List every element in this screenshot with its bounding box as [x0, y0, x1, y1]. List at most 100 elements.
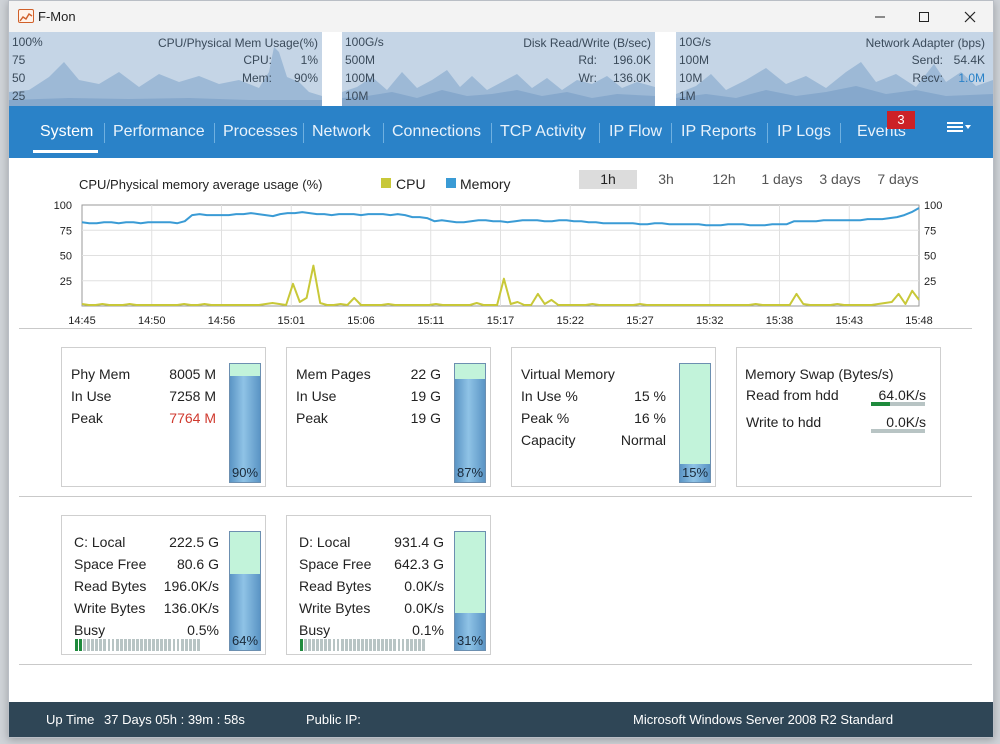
disk-wr-value: 136.0K: [612, 71, 651, 85]
busy-meter-segment: [83, 639, 86, 651]
status-bar: Up Time 37 Days 05h : 39m : 58s Public I…: [9, 702, 993, 737]
network-recv-label: Recv:: [912, 71, 943, 85]
busy-meter-segment: [312, 639, 316, 651]
events-count-badge: 3: [887, 111, 915, 129]
tab-ip-logs[interactable]: IP Logs: [777, 123, 831, 140]
mini-chart-network[interactable]: 10G/s 100M 10M 1M Network Adapter (bps) …: [676, 32, 993, 106]
tile-row-label: Space Free: [299, 556, 372, 572]
chart-x-tick-label: 15:17: [487, 315, 515, 326]
busy-meter-segment: [377, 639, 381, 651]
busy-meter-segment: [196, 639, 200, 651]
busy-meter-segment: [119, 639, 123, 651]
chart-x-tick-label: 15:32: [696, 315, 724, 326]
swap-read-value: 64.0K/s: [878, 387, 926, 403]
usage-line-chart: 14:45 14:50 14:56 15:01 15:06 15:11 15:17 15:22…: [54, 200, 943, 326]
tab-connections[interactable]: Connections: [392, 123, 481, 140]
busy-meter-segment: [111, 639, 115, 651]
drive-c-busy-meter: [75, 639, 201, 651]
tile-row-value: 0.1%: [412, 622, 444, 638]
cpu-mem-tick: 50: [12, 71, 26, 85]
busy-meter-segment: [397, 639, 401, 651]
tile-row-label: In Use: [296, 388, 337, 404]
busy-meter-segment: [348, 639, 352, 651]
chart-y-tick-label: 25: [60, 276, 72, 288]
tile-row-label: Mem Pages: [296, 366, 371, 382]
tile-row-label: Peak: [71, 410, 103, 426]
chart-x-tick-label: 15:11: [417, 315, 444, 326]
tab-tcp-activity[interactable]: TCP Activity: [500, 123, 586, 140]
tab-separator: [383, 123, 384, 143]
tile-row-label: In Use %: [521, 388, 578, 404]
busy-meter-segment: [188, 639, 192, 651]
tab-separator: [599, 123, 600, 143]
busy-meter-segment: [91, 639, 95, 651]
chart-series-cpu-line: [81, 264, 920, 306]
tab-separator: [303, 123, 304, 143]
range-7-days-button[interactable]: 7 days: [877, 171, 919, 187]
maximize-button[interactable]: [901, 1, 947, 32]
tab-performance[interactable]: Performance: [113, 123, 205, 140]
public-ip-label: Public IP:: [306, 712, 361, 727]
busy-meter-segment: [417, 639, 421, 651]
tile-row-value: 19 G: [410, 410, 441, 426]
cpu-mem-tick: 75: [12, 53, 26, 67]
uptime-value: 37 Days 05h : 39m : 58s: [104, 712, 245, 727]
tab-system[interactable]: System: [40, 123, 94, 140]
disk-tick: 100G/s: [345, 35, 384, 49]
busy-meter-segment: [140, 639, 143, 651]
tab-separator: [840, 123, 841, 143]
range-12h-button[interactable]: 12h: [712, 171, 736, 187]
tile-row-label: Capacity: [521, 432, 576, 448]
tile-row-value: 16 %: [634, 410, 666, 426]
disk-rd-label: Rd:: [578, 53, 597, 67]
minimize-button[interactable]: [857, 1, 903, 32]
busy-meter-segment: [328, 639, 332, 651]
busy-meter-segment: [95, 639, 99, 651]
swap-write-value: 0.0K/s: [886, 414, 926, 430]
busy-meter-segment: [324, 639, 328, 651]
gauge-percent: 15%: [681, 465, 709, 480]
close-button[interactable]: [947, 1, 993, 32]
busy-meter-segment: [79, 639, 82, 651]
section-divider: [19, 496, 972, 497]
network-send-label: Send:: [911, 53, 943, 67]
tile-row-label: D: Local: [299, 534, 351, 550]
tab-ip-flow[interactable]: IP Flow: [609, 123, 663, 140]
mini-chart-cpu-mem-graph: [9, 47, 322, 106]
chart-y-tick-label: 25: [924, 276, 936, 288]
tab-ip-reports[interactable]: IP Reports: [681, 123, 757, 140]
tab-network[interactable]: Network: [312, 123, 371, 140]
gauge-percent: 90%: [231, 465, 259, 480]
tile-row-value: 931.4 G: [394, 534, 444, 550]
tile-row-label: Space Free: [74, 556, 147, 572]
tile-row-label: Peak %: [521, 410, 570, 426]
mini-chart-cpu-mem[interactable]: 100% 75 50 25 CPU/Physical Mem Usage(%) …: [9, 32, 322, 106]
disk-rd-value: 196.0K: [612, 53, 651, 67]
mini-chart-disk-graph: [342, 70, 655, 106]
tab-separator: [491, 123, 492, 143]
tile-row-value: 196.0K/s: [163, 578, 219, 594]
range-1h-button[interactable]: 1h: [579, 170, 637, 189]
mini-chart-disk[interactable]: 100G/s 500M 100M 10M Disk Read/Write (B/…: [342, 32, 655, 106]
range-3-days-button[interactable]: 3 days: [819, 171, 861, 187]
range-3h-button[interactable]: 3h: [658, 171, 674, 187]
tile-row-value: 8005 M: [169, 366, 216, 382]
range-1-days-button[interactable]: 1 days: [761, 171, 803, 187]
app-title: F-Mon: [38, 9, 76, 24]
meter-fill: [871, 402, 890, 406]
hamburger-menu-icon: [947, 122, 971, 132]
busy-meter-segment: [156, 639, 160, 651]
busy-meter-segment: [87, 639, 91, 651]
app-window: F-Mon 100% 75 50 25 CPU/Physical Mem Usa…: [8, 0, 994, 738]
tile-memory-pages: Mem Pages 22 G In Use 19 G Peak 19 G 87%: [286, 347, 491, 487]
peak-memory-value: 7764 M: [169, 410, 216, 426]
network-tick: 10M: [679, 71, 703, 85]
tab-processes[interactable]: Processes: [223, 123, 298, 140]
busy-meter-segment: [152, 639, 156, 651]
tile-virtual-memory: Virtual Memory In Use % 15 % Peak % 16 %…: [511, 347, 716, 487]
hamburger-menu-button[interactable]: [947, 120, 971, 138]
main-nav: System Performance Processes Network Con…: [9, 106, 993, 158]
busy-meter-segment: [373, 639, 377, 651]
chart-x-tick-label: 15:48: [905, 315, 933, 326]
legend-cpu-label: CPU: [396, 176, 426, 192]
